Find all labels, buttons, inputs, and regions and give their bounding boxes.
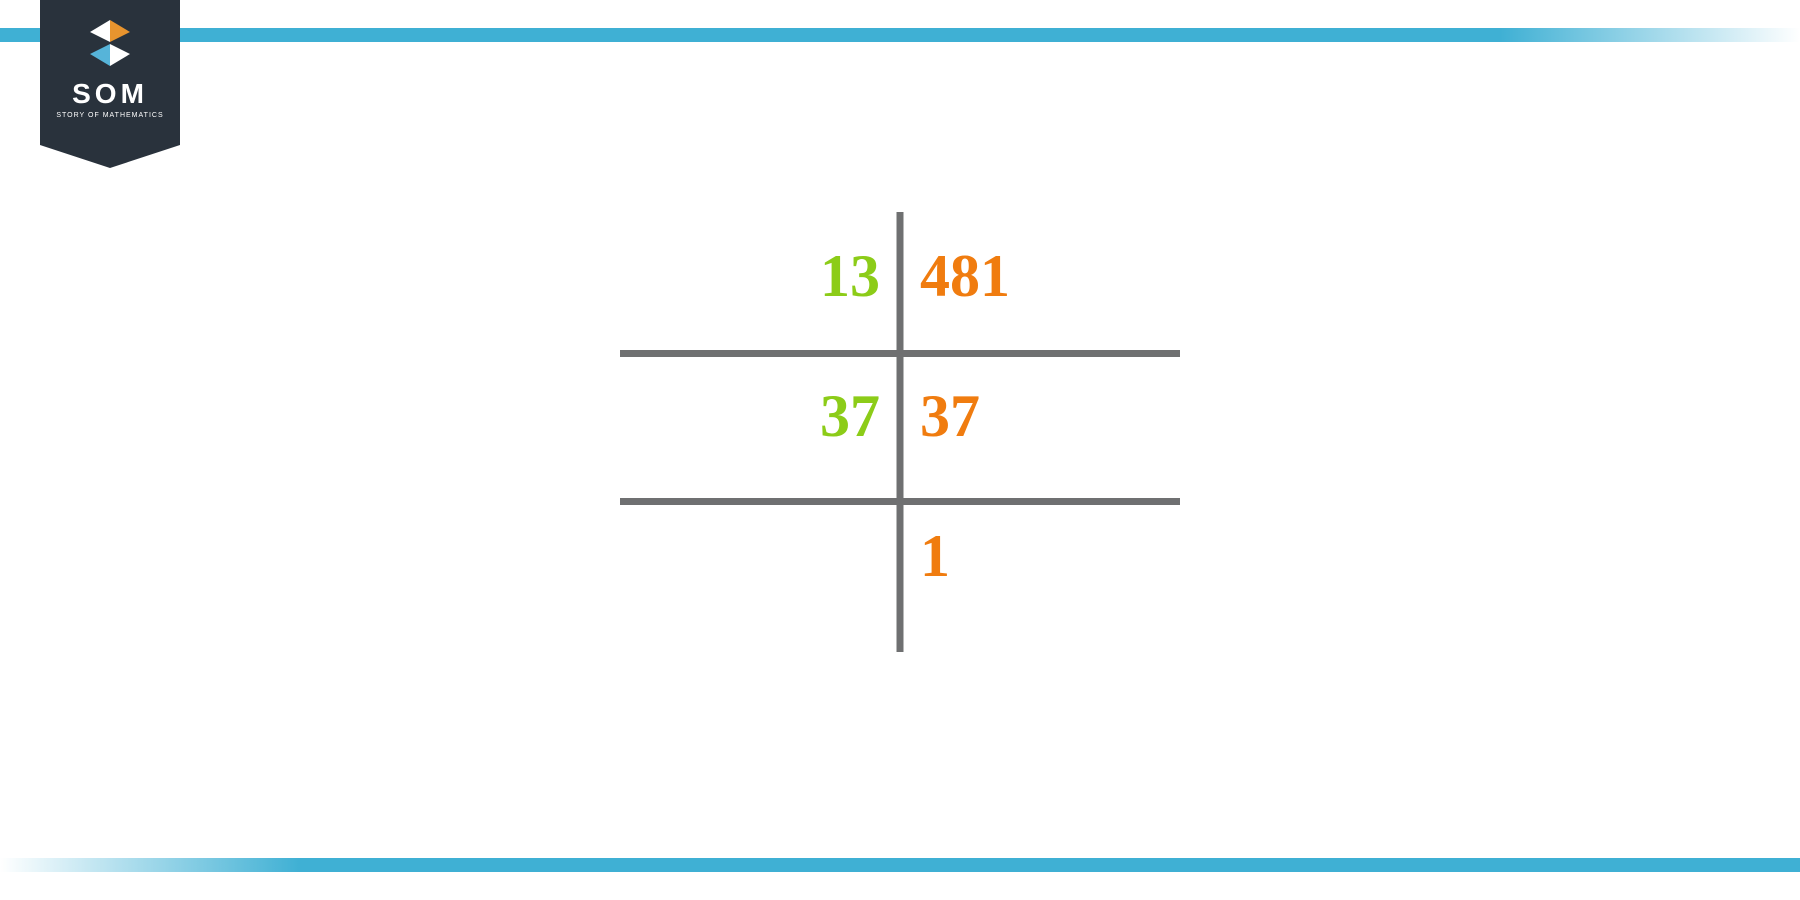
quotient-right-row-2: 37 [920, 382, 980, 451]
top-accent-bar [0, 28, 1800, 42]
top-bar-left [0, 28, 1500, 42]
top-bar-right [1500, 28, 1800, 42]
quotient-right-row-1: 481 [920, 242, 1010, 311]
logo-tri-2 [110, 20, 130, 42]
logo-icon [85, 20, 135, 66]
logo-main-text: SOM [72, 78, 148, 110]
bottom-accent-bar [0, 858, 1800, 872]
logo-tri-1 [90, 20, 110, 42]
factorization-diagram: 13 481 37 37 1 [620, 212, 1180, 652]
horizontal-divider-1 [620, 350, 1180, 357]
bottom-bar-right [300, 858, 1800, 872]
logo-sub-text: STORY OF MATHEMATICS [56, 112, 163, 119]
factor-left-row-1: 13 [820, 242, 880, 311]
vertical-divider [897, 212, 904, 652]
logo-tri-3 [90, 44, 110, 66]
logo-tri-4 [110, 44, 130, 66]
logo-badge: SOM STORY OF MATHEMATICS [40, 0, 180, 170]
factor-left-row-2: 37 [820, 382, 880, 451]
bottom-bar-left [0, 858, 300, 872]
quotient-right-row-3: 1 [920, 522, 950, 591]
horizontal-divider-2 [620, 498, 1180, 505]
